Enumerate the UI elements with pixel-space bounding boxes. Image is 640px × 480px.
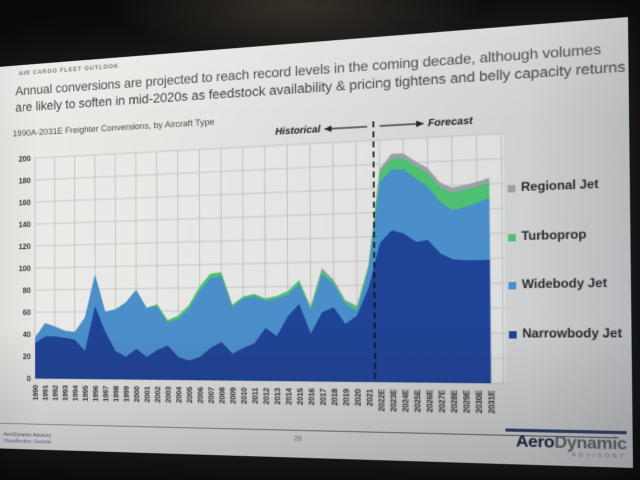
logo-wordmark: AeroDynamic — [505, 432, 627, 454]
footer-classification: Classification: General — [3, 438, 51, 446]
x-axis-label: 1993 — [63, 385, 70, 401]
x-axis-label: 2021 — [366, 389, 374, 407]
legend-label-narrowbody-jet: Narrowbody Jet — [522, 327, 623, 341]
x-axis-label: 1997 — [103, 385, 110, 401]
x-axis-label: 2028E — [451, 389, 460, 413]
y-axis-label: 100 — [19, 264, 31, 274]
legend-label-widebody-jet: Widebody Jet — [521, 277, 608, 292]
x-axis-label: 2007 — [208, 387, 216, 404]
x-axis-label: 2018 — [331, 388, 339, 405]
x-axis-label: 2004 — [176, 386, 184, 403]
y-axis-label: 80 — [23, 286, 31, 296]
page-number: 28 — [293, 435, 302, 443]
x-axis-label: 2015 — [297, 388, 305, 405]
x-axis-label: 2005 — [187, 386, 195, 403]
widebody-jet-swatch-icon — [508, 282, 517, 290]
x-axis-label: 2019 — [343, 388, 351, 406]
y-axis-label: 140 — [19, 220, 31, 230]
x-axis-label: 1994 — [73, 385, 80, 401]
logo-aero-text: Aero — [515, 432, 555, 452]
legend-label-regional-jet: Regional Jet — [520, 178, 599, 195]
y-axis-label: 40 — [23, 330, 31, 340]
footer-left-block: AeroDynamic Advisory Classification: Gen… — [4, 432, 52, 446]
legend-label-turboprop: Turboprop — [521, 228, 587, 243]
x-axis-label: 1992 — [53, 385, 60, 401]
x-axis-label: 1990 — [33, 385, 40, 401]
x-axis-label: 2016 — [308, 388, 316, 405]
x-axis-label: 2023E — [390, 389, 399, 412]
regional-jet-swatch-icon — [507, 184, 516, 193]
x-axis-label: 1999 — [124, 386, 131, 403]
x-axis-label: 2029E — [463, 390, 472, 414]
legend-item-widebody-jet: Widebody Jet — [508, 277, 625, 293]
slide: AIR CARGO FLEET OUTLOOK Annual conversio… — [0, 16, 633, 469]
x-axis-label: 2022E — [378, 389, 387, 412]
x-axis-label: 1995 — [83, 385, 90, 401]
x-axis-label: 1996 — [93, 385, 100, 401]
y-axis-label: 20 — [23, 352, 31, 362]
chart-legend: Regional Jet Turboprop Widebody Jet Narr… — [507, 178, 627, 378]
x-axis-label: 2027E — [438, 389, 447, 413]
x-axis-label: 2031E — [488, 390, 497, 414]
x-axis-label: 2020 — [355, 389, 363, 407]
legend-item-regional-jet: Regional Jet — [507, 178, 625, 197]
y-axis-label: 180 — [19, 176, 31, 186]
historical-arrowhead-icon — [324, 125, 332, 133]
x-axis-label: 2025E — [414, 389, 423, 412]
y-axis-label: 0 — [27, 374, 31, 384]
x-axis-label: 2017 — [320, 388, 328, 405]
x-axis-label: 1998 — [113, 386, 120, 402]
x-axis-label: 2013 — [274, 388, 282, 405]
y-axis-label: 120 — [19, 242, 31, 252]
x-axis-label: 1991 — [43, 385, 50, 401]
x-axis-label: 2008 — [219, 387, 227, 404]
y-axis-label: 60 — [23, 308, 31, 318]
x-axis-label: 2012 — [263, 387, 271, 404]
x-axis-label: 2030E — [476, 390, 485, 414]
x-axis-label: 2026E — [426, 389, 435, 412]
x-axis-label: 2014 — [286, 388, 294, 405]
turboprop-swatch-icon — [508, 233, 516, 241]
x-axis-label: 2001 — [144, 386, 151, 403]
legend-item-turboprop: Turboprop — [508, 227, 625, 244]
x-axis-label: 2010 — [241, 387, 249, 404]
aerodynamic-logo: AeroDynamic ADVISORY — [505, 428, 627, 460]
x-axis-label: 2011 — [252, 387, 260, 404]
eyebrow-label: AIR CARGO FLEET OUTLOOK — [18, 62, 119, 78]
x-axis-label: 2024E — [402, 389, 411, 412]
historical-label: Historical — [275, 123, 321, 137]
logo-dynamic-text: Dynamic — [554, 433, 627, 454]
x-axis-label: 2003 — [165, 386, 173, 403]
legend-item-narrowbody-jet: Narrowbody Jet — [508, 327, 626, 342]
narrowbody-jet-swatch-icon — [508, 330, 517, 338]
x-axis-label: 2006 — [197, 387, 205, 404]
y-axis-label: 160 — [19, 198, 31, 208]
y-axis-label: 200 — [19, 154, 31, 164]
forecast-arrowhead-icon — [416, 120, 424, 128]
forecast-label: Forecast — [428, 114, 474, 128]
x-axis-label: 2009 — [230, 387, 238, 404]
x-axis-label: 2002 — [155, 386, 162, 403]
x-axis-label: 2000 — [134, 386, 141, 403]
